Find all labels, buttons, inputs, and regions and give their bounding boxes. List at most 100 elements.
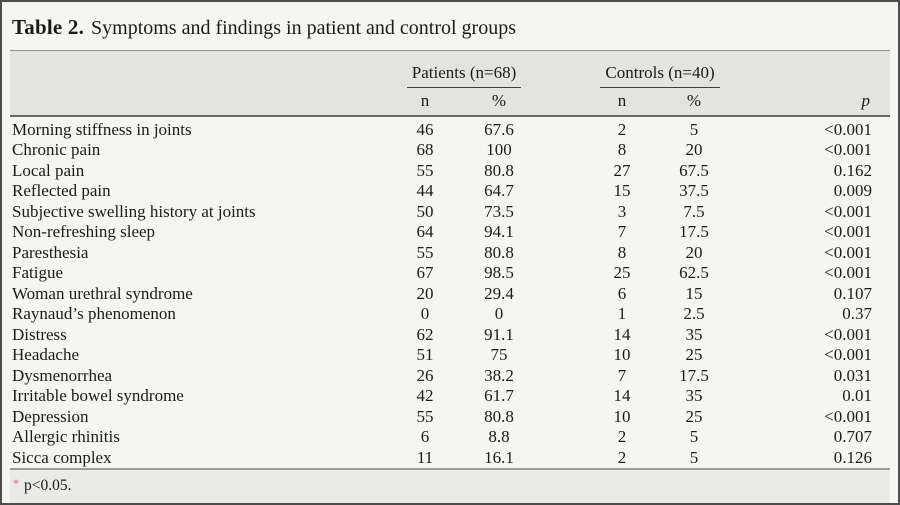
controls-n-header: n <box>588 87 656 117</box>
p-value-cell: 0.031 <box>833 365 872 385</box>
controls-n-cell: 6 <box>617 283 627 303</box>
symptom-cell: Local pain <box>12 160 85 180</box>
controls-n-cell: 14 <box>613 324 631 344</box>
column-gap <box>538 50 588 88</box>
controls-group-label: Controls (n=40) <box>600 63 720 88</box>
controls-pct-cell: 2.5 <box>683 304 705 323</box>
controls-n-cell: 8 <box>617 242 627 262</box>
patients-pct-header: % <box>460 87 538 117</box>
table-row: Local pain 55 80.8 27 67.5 0.162 <box>10 161 890 182</box>
controls-pct-cell: 67.5 <box>679 160 709 180</box>
controls-n-cell: 14 <box>613 386 631 405</box>
patients-n-cell: 11 <box>416 447 434 467</box>
controls-n-cell: 2 <box>617 427 627 446</box>
symptom-cell: Subjective swelling history at joints <box>12 201 256 221</box>
controls-pct-cell: 20 <box>685 242 703 262</box>
patients-pct-cell: 80.8 <box>484 406 514 426</box>
controls-pct-cell: 15 <box>685 283 703 303</box>
patients-pct-cell: 91.1 <box>484 324 514 344</box>
symptom-cell: Distress <box>12 324 67 344</box>
gap-cell <box>538 304 588 325</box>
symptom-cell: Reflected pain <box>12 181 111 200</box>
p-value-cell: <0.001 <box>824 140 872 159</box>
p-value-cell: <0.001 <box>824 201 872 221</box>
patients-n-cell: 6 <box>420 427 430 446</box>
table-row: Sicca complex 11 16.1 2 5 0.126 <box>10 448 890 469</box>
symptom-cell: Raynaud’s phenomenon <box>12 304 176 323</box>
p-value-cell: 0.009 <box>833 181 872 200</box>
controls-n-cell: 10 <box>613 406 631 426</box>
p-value-cell: 0.107 <box>833 283 872 303</box>
patients-pct-cell: 61.7 <box>484 386 514 405</box>
p-value-cell: <0.001 <box>824 242 872 262</box>
p-value-cell: <0.001 <box>824 119 872 139</box>
table-row: Woman urethral syndrome 20 29.4 6 15 0.1… <box>10 284 890 305</box>
patients-n-cell: 0 <box>420 304 430 323</box>
controls-pct-cell: 5 <box>689 427 699 446</box>
gap-cell <box>538 386 588 407</box>
controls-n-cell: 8 <box>617 140 627 159</box>
controls-pct-cell: 17.5 <box>679 222 709 241</box>
table-row: Headache 51 75 10 25 <0.001 <box>10 345 890 366</box>
controls-pct-cell: 62.5 <box>679 263 709 282</box>
patients-n-cell: 55 <box>416 242 434 262</box>
table-row: Non-refreshing sleep 64 94.1 7 17.5 <0.0… <box>10 222 890 243</box>
p-value-cell: 0.126 <box>833 447 872 467</box>
table-row: Chronic pain 68 100 8 20 <0.001 <box>10 140 890 161</box>
p-value-cell: 0.37 <box>842 304 872 323</box>
group-header-row: Patients (n=68) Controls (n=40) <box>10 50 890 88</box>
patients-pct-cell: 16.1 <box>484 447 514 467</box>
controls-pct-cell: 25 <box>685 345 703 364</box>
gap-cell <box>538 243 588 264</box>
symptom-cell: Depression <box>12 406 89 426</box>
patients-n-cell: 44 <box>416 181 434 200</box>
symptom-cell: Paresthesia <box>12 242 89 262</box>
gap-cell <box>538 202 588 223</box>
patients-n-header: n <box>390 87 460 117</box>
symptom-cell: Headache <box>12 345 80 364</box>
controls-pct-cell: 35 <box>685 386 703 405</box>
patients-n-cell: 42 <box>416 386 434 405</box>
p-value-cell: 0.01 <box>842 386 872 405</box>
gap-cell <box>538 222 588 243</box>
controls-pct-cell: 5 <box>689 447 699 467</box>
table-head: Patients (n=68) Controls (n=40) n % n % … <box>10 50 890 117</box>
patients-pct-cell: 73.5 <box>484 201 514 221</box>
p-value-cell: <0.001 <box>824 406 872 426</box>
symptoms-findings-table: Patients (n=68) Controls (n=40) n % n % … <box>10 50 890 468</box>
symptom-cell: Non-refreshing sleep <box>12 222 156 241</box>
footnote: * p<0.05. <box>10 468 890 503</box>
p-value-cell: <0.001 <box>824 263 872 282</box>
table-row: Allergic rhinitis 6 8.8 2 5 0.707 <box>10 427 890 448</box>
patients-n-cell: 55 <box>416 406 434 426</box>
sub-header-row: n % n % p <box>10 87 890 117</box>
gap-cell <box>538 366 588 387</box>
controls-pct-cell: 5 <box>689 119 699 139</box>
significance-asterisk: * <box>13 476 19 490</box>
symptom-cell: Allergic rhinitis <box>12 427 120 446</box>
patients-n-cell: 64 <box>416 222 434 241</box>
table-body: Morning stiffness in joints 46 67.6 2 5 … <box>10 116 890 469</box>
controls-n-cell: 1 <box>617 304 627 323</box>
patients-pct-cell: 94.1 <box>484 222 514 241</box>
table-row: Reflected pain 44 64.7 15 37.5 0.009 <box>10 181 890 202</box>
table-row: Morning stiffness in joints 46 67.6 2 5 … <box>10 116 890 141</box>
patients-group-header: Patients (n=68) <box>390 50 538 88</box>
p-value-cell: <0.001 <box>824 324 872 344</box>
gap-cell <box>538 161 588 182</box>
patients-n-cell: 67 <box>416 263 434 282</box>
gap-cell <box>538 284 588 305</box>
patients-pct-cell: 0 <box>494 304 504 323</box>
patients-group-label: Patients (n=68) <box>406 63 522 88</box>
table-row: Raynaud’s phenomenon 0 0 1 2.5 0.37 <box>10 304 890 325</box>
controls-pct-cell: 20 <box>685 140 703 159</box>
patients-n-cell: 68 <box>416 140 434 159</box>
patients-pct-cell: 8.8 <box>488 427 510 446</box>
symptom-cell: Irritable bowel syndrome <box>12 386 184 405</box>
controls-n-cell: 2 <box>617 119 627 139</box>
symptom-cell: Fatigue <box>12 263 63 282</box>
controls-n-cell: 7 <box>617 222 627 241</box>
p-column-spacer <box>732 50 890 88</box>
p-value-cell: 0.707 <box>833 427 872 446</box>
